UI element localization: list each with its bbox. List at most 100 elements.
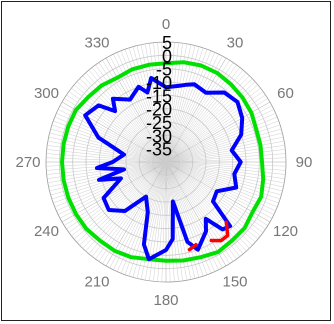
grid-spoke [46, 153, 167, 163]
series-line [187, 242, 198, 252]
radial-tick-label: -35 [146, 140, 172, 160]
grid-spoke [165, 49, 208, 163]
grid-spoke [76, 161, 167, 243]
angle-tick-label: 120 [273, 223, 298, 240]
grid-spoke [165, 161, 223, 269]
grid-spoke [165, 132, 283, 163]
grid-spoke [53, 120, 167, 163]
grid-spoke [53, 161, 167, 204]
grid-spoke [165, 149, 286, 163]
grid-spoke [165, 157, 286, 163]
angle-tick-label: 30 [227, 34, 244, 51]
grid-spoke [49, 132, 167, 163]
grid-spoke [165, 161, 285, 179]
grid-spoke [165, 136, 284, 163]
grid-spoke [165, 140, 285, 163]
grid-spoke [113, 54, 167, 163]
series-line [60, 60, 266, 263]
grid-spoke [165, 161, 286, 171]
grid-spoke [165, 153, 286, 163]
grid-spoke [98, 161, 167, 262]
series-layer [60, 60, 266, 263]
grid-spoke [105, 57, 167, 163]
grid-spoke [54, 116, 167, 163]
angle-tick-label: 60 [277, 85, 294, 102]
grid-spoke [165, 109, 274, 163]
grid-spoke [46, 149, 167, 163]
grid-spoke [48, 136, 167, 163]
series-line [209, 220, 230, 243]
grid-spoke [73, 161, 167, 240]
grid-spoke [165, 105, 273, 163]
grid-spoke [47, 140, 167, 163]
grid-spoke [58, 109, 167, 163]
radial-tick-label: -10 [146, 73, 172, 93]
grid-spoke [165, 161, 286, 167]
angle-tick-label: 150 [222, 274, 247, 291]
grid-spoke [165, 161, 219, 270]
grid-spoke [165, 128, 282, 163]
grid-spoke [165, 60, 230, 163]
grid-spoke [165, 57, 227, 163]
grid-spoke [59, 105, 167, 163]
grid-spoke [61, 161, 167, 223]
radial-tick-label: 5 [162, 33, 172, 53]
grid-spoke [165, 161, 247, 252]
radial-tick-label: -30 [146, 126, 172, 146]
grid-spoke [109, 161, 167, 269]
grid-spoke [165, 161, 241, 257]
grid-spoke [165, 161, 230, 264]
grid-spoke [47, 145, 167, 163]
grid-spoke [68, 161, 167, 233]
angle-tick-label: 90 [296, 154, 313, 171]
angle-tick-label: 330 [84, 34, 109, 51]
grid-spoke [165, 47, 204, 163]
angle-tick-label: 0 [162, 16, 170, 33]
radial-tick-label: -15 [146, 86, 172, 106]
grid-spoke [165, 161, 253, 246]
angle-tick-label: 270 [15, 154, 40, 171]
angle-tick-label: 300 [34, 85, 59, 102]
grid-spoke [165, 161, 234, 262]
grid-spoke [46, 157, 167, 163]
grid-spoke [66, 94, 167, 163]
grid-spoke [165, 161, 237, 260]
grid-spoke [165, 161, 286, 175]
grid-spoke [71, 161, 167, 237]
radial-tick-label: 0 [162, 46, 172, 66]
grid-spoke [165, 161, 244, 255]
grid-spoke [109, 55, 167, 163]
grid-spoke [165, 116, 278, 163]
radial-tick-label: -20 [146, 100, 172, 120]
grid-spoke [66, 161, 167, 230]
grid-spoke [165, 55, 223, 163]
grid-spoke [165, 91, 264, 163]
angle-tick-label: 210 [84, 274, 109, 291]
grid-spoke [56, 112, 167, 163]
grid-spoke [165, 124, 281, 163]
series-line [83, 76, 245, 262]
angle-tick-label: 180 [153, 292, 178, 309]
grid-spoke [47, 161, 167, 184]
grid-spoke [105, 161, 167, 267]
grid-spoke [165, 161, 256, 243]
grid-spoke [165, 161, 227, 267]
radial-tick-label: -25 [146, 113, 172, 133]
grid-spoke [102, 60, 167, 163]
grid-spoke [64, 161, 167, 226]
grid-spoke [165, 112, 276, 163]
grid-spoke [54, 161, 167, 208]
grid-spoke [165, 50, 212, 163]
angle-tick-labels: 0 30 60 90 120 150 180 210 240 270 300 330 [15, 16, 312, 309]
grid-spoke [165, 54, 219, 163]
grid-spoke [82, 161, 167, 249]
grid-spoke [95, 161, 167, 260]
grid-spoke [102, 161, 167, 264]
angle-tick-label: 240 [34, 223, 59, 240]
grid-spoke [64, 98, 167, 163]
radial-tick-labels: 50-5-10-15-20-25-30-35 [146, 33, 172, 160]
grid-spoke [165, 120, 279, 163]
grid-spoke [165, 161, 250, 249]
radial-tick-label: -5 [156, 60, 172, 80]
